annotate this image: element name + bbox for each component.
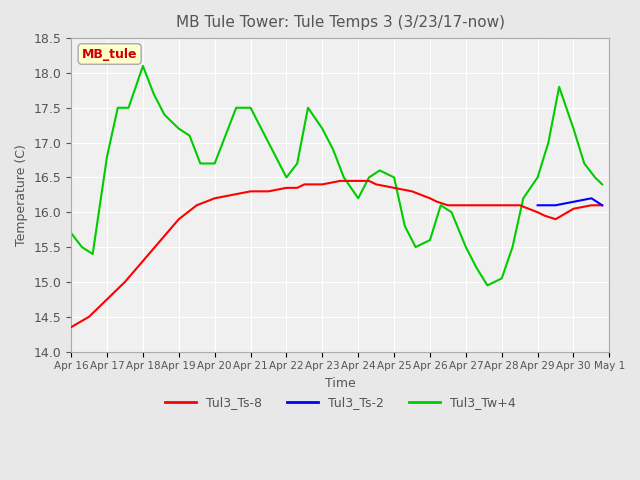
Text: MB_tule: MB_tule xyxy=(82,48,138,60)
X-axis label: Time: Time xyxy=(325,377,356,390)
Legend: Tul3_Ts-8, Tul3_Ts-2, Tul3_Tw+4: Tul3_Ts-8, Tul3_Ts-2, Tul3_Tw+4 xyxy=(159,391,521,414)
Title: MB Tule Tower: Tule Temps 3 (3/23/17-now): MB Tule Tower: Tule Temps 3 (3/23/17-now… xyxy=(176,15,505,30)
Y-axis label: Temperature (C): Temperature (C) xyxy=(15,144,28,246)
